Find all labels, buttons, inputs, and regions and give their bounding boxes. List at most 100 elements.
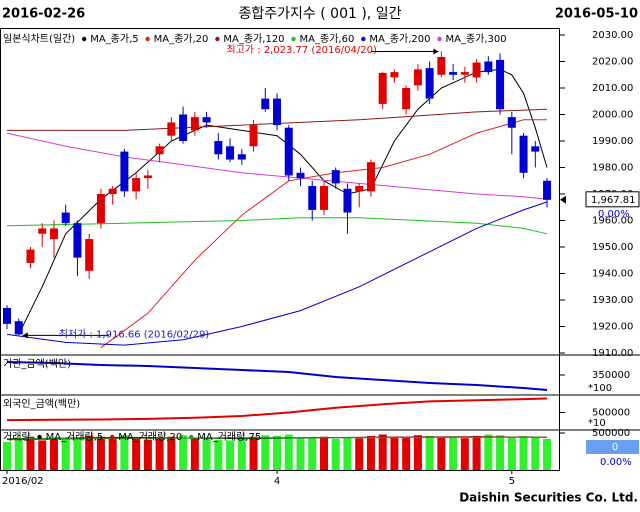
footer: Daishin Securities Co. Ltd.: [459, 491, 638, 505]
y-tick-label: 500000: [592, 408, 630, 419]
legend-marker: [215, 36, 220, 42]
legend-marker: [37, 434, 42, 440]
volume-bar: [179, 435, 188, 470]
panel-title: 외국인_금액(백만): [3, 398, 80, 410]
volume-bar: [49, 438, 58, 470]
volume-bar: [226, 440, 235, 470]
volume-bar: [543, 438, 552, 470]
volume-bar: [472, 435, 481, 470]
annotation: 최저가 : 1,916.66 (2016/02/29): [59, 328, 210, 340]
volume-bar: [143, 439, 152, 470]
volume-bar: [331, 438, 340, 470]
candle-body: [519, 135, 528, 173]
candle-body: [413, 69, 422, 86]
candle-body: [237, 154, 246, 160]
y-tick-label: 2010.00: [592, 83, 633, 94]
y-tick-label: 1940.00: [592, 269, 633, 280]
y-tick-label: 500000: [592, 428, 630, 439]
legend-label: MA_종가,300: [445, 33, 506, 45]
annotation-arrowhead: [22, 332, 28, 339]
legend-label: MA_종가,200: [369, 33, 430, 45]
volume-bar: [61, 439, 70, 470]
candle-body: [132, 178, 141, 192]
volume-bar: [214, 439, 223, 470]
candle-body: [484, 61, 493, 73]
candle-body: [14, 321, 23, 335]
volume-bar: [437, 436, 446, 470]
candle-body: [85, 239, 94, 271]
volume-bar: [284, 434, 293, 470]
y-tick-label: 1960.00: [592, 216, 633, 227]
volume-bar: [531, 437, 540, 470]
line-series: [7, 108, 548, 131]
candle-body: [273, 98, 282, 126]
volume-bar: [190, 438, 199, 470]
volume-bar: [308, 438, 317, 470]
candle-body: [378, 72, 387, 104]
candle-body: [61, 212, 70, 224]
y-tick-label: 2000.00: [592, 110, 633, 121]
candle-body: [202, 117, 211, 123]
volume-bar: [261, 435, 270, 470]
volume-bar: [38, 440, 47, 470]
line-series: [6, 217, 548, 235]
annotation-arrowhead: [433, 48, 439, 55]
volume-bar: [85, 435, 94, 470]
candle-body: [296, 172, 305, 179]
candle-body: [460, 72, 469, 75]
candle-body: [73, 223, 82, 258]
candle-body: [507, 117, 516, 128]
candle-body: [496, 59, 505, 110]
legend-label: MA_종가,120: [223, 33, 284, 45]
y-tick-label: 1980.00: [592, 163, 633, 174]
legend-label: 거래량: [3, 431, 31, 443]
volume-bar: [237, 438, 246, 470]
y-tick-label: 1950.00: [592, 242, 633, 253]
volume-bar: [425, 435, 434, 470]
line-series: [6, 436, 548, 440]
panel-title: 기관_금액(백만): [3, 358, 71, 370]
candle-body: [143, 175, 152, 179]
candle-body: [472, 62, 481, 78]
volume-bar: [202, 438, 211, 470]
candle-body: [96, 194, 105, 224]
current-value-box: [585, 191, 640, 208]
y-tick-label: 1910.00: [592, 348, 633, 359]
x-tick-label: 2016/02: [2, 476, 44, 487]
candle-body: [284, 127, 293, 176]
volume-bar: [449, 437, 458, 470]
y-tick-label: 350000: [592, 370, 630, 381]
volume-change: 0.00%: [600, 457, 632, 468]
y-tick-label: 2030.00: [592, 30, 633, 41]
current-volume-box: [586, 440, 639, 454]
candle-body: [190, 117, 199, 131]
volume-bar: [296, 437, 305, 470]
legend-label: MA_거래량,5: [46, 431, 104, 443]
current-change: 0.00%: [598, 209, 630, 220]
candle-body: [319, 186, 328, 210]
current-pointer: [560, 195, 566, 204]
volume-bar: [14, 438, 23, 470]
line-series: [6, 201, 548, 346]
candle-body: [425, 68, 434, 99]
candle-body: [366, 162, 375, 192]
annotation: 최고가 : 2,023.77 (2016/04/20): [226, 44, 377, 56]
volume-bar: [378, 434, 387, 470]
legend-marker: [291, 36, 296, 42]
end-date: 2016-05-10: [555, 7, 638, 22]
volume-bar: [73, 437, 82, 470]
volume-bar: [496, 435, 505, 470]
candle-body: [308, 186, 317, 210]
legend-marker: [145, 36, 150, 42]
volume-bar: [343, 437, 352, 470]
candle-body: [167, 122, 176, 136]
candle-body: [38, 228, 47, 234]
chart-title: 종합주가지수 ( 001 ), 일간: [239, 6, 402, 22]
legend-marker: [82, 36, 87, 42]
candle-body: [249, 125, 258, 147]
candle-body: [402, 88, 411, 110]
candle-body: [155, 146, 164, 155]
candle-body: [108, 188, 117, 194]
volume-bar: [3, 441, 11, 470]
